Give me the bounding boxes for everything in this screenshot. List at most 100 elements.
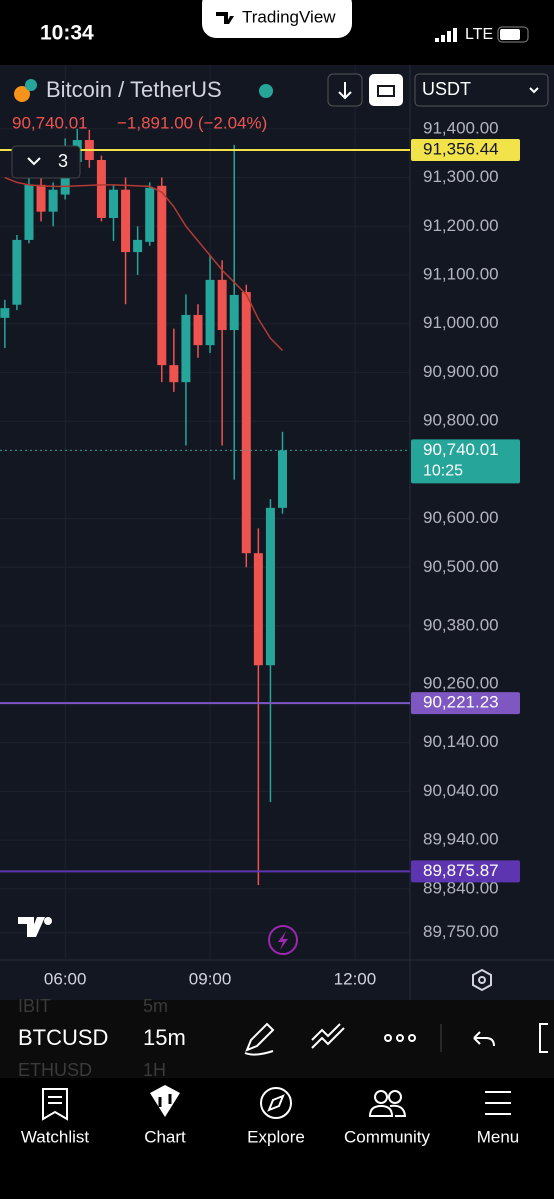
indicators-toggle[interactable]: [11, 145, 81, 179]
candle-body: [169, 365, 179, 383]
candle-body: [205, 279, 215, 346]
settings-icon: [478, 976, 486, 984]
y-tick-label: 90,380.00: [423, 615, 499, 634]
currency-select[interactable]: [414, 73, 549, 107]
symbol-option[interactable]: ETHUSD: [18, 1060, 92, 1080]
price-tag-label: 90,740.01: [423, 440, 499, 459]
replay-icon: [377, 85, 395, 97]
draw-tool[interactable]: [244, 1022, 275, 1056]
y-tick-label: 90,500.00: [423, 557, 499, 576]
price-tag-label: 91,356.44: [423, 140, 499, 159]
candle-body: [12, 239, 22, 305]
signal: [435, 28, 457, 42]
candle-body: [48, 189, 58, 212]
menu-icon: [485, 1091, 511, 1115]
candle-body: [96, 160, 106, 218]
interval-option[interactable]: 5m: [143, 996, 168, 1016]
symbol-selected[interactable]: BTCUSD: [18, 1025, 108, 1050]
nav-label[interactable]: Watchlist: [21, 1127, 90, 1146]
interval-option[interactable]: 1H: [143, 1060, 166, 1080]
candle-body: [181, 314, 191, 383]
tv-logo: [44, 917, 52, 925]
indicator-count: 3: [58, 151, 68, 171]
coin-icon: [25, 79, 37, 91]
button[interactable]: [369, 74, 403, 106]
settings-icon[interactable]: [472, 968, 492, 992]
plot: [0, 128, 410, 885]
y-tick-label: 89,840.00: [423, 878, 499, 897]
nav: Watchlist Chart Explore Community Menu: [21, 1127, 519, 1146]
chevron: [529, 87, 539, 94]
symbol-option[interactable]: IBIT: [18, 996, 51, 1016]
y-tick-label: 90,900.00: [423, 362, 499, 381]
watchlist-icon: [42, 1088, 68, 1121]
nav-label[interactable]: Community: [344, 1127, 430, 1146]
y-tick-label: 91,400.00: [423, 118, 499, 137]
candle-body: [193, 314, 203, 346]
candle-body: [217, 279, 227, 331]
y-tick-label: 90,800.00: [423, 411, 499, 430]
undo[interactable]: [473, 1031, 495, 1047]
tv-logo: [18, 917, 45, 937]
chart-icon: [150, 1085, 180, 1117]
candle-body: [278, 450, 288, 508]
candle-body: [133, 239, 143, 253]
price-change: −1,891.00 (−2.04%): [117, 113, 267, 132]
nav-label[interactable]: Menu: [477, 1127, 520, 1146]
y-tick-label: 90,040.00: [423, 781, 499, 800]
interval-selected[interactable]: 15m: [143, 1025, 186, 1050]
network: LTE: [465, 26, 493, 43]
candle-body: [241, 292, 251, 554]
x-tick-label: 09:00: [189, 969, 232, 988]
market-status: [259, 84, 273, 98]
y-tick-label: 90,140.00: [423, 732, 499, 751]
candle-body: [36, 184, 46, 212]
candle-body: [265, 507, 275, 666]
lightning-button[interactable]: [268, 925, 298, 955]
chart-icon: [158, 1094, 172, 1107]
community-icon: [368, 1090, 407, 1117]
tv-icon: [216, 12, 234, 24]
battery: [497, 26, 529, 43]
candle-body: [253, 553, 263, 666]
explore-icon: [260, 1087, 292, 1119]
axis: 91,400.00 91,300.00 91,200.00 91,100.00 91,0…: [44, 118, 520, 988]
price-tag-label: 90,221.23: [423, 693, 499, 712]
price-tag: [411, 139, 520, 162]
more-tools[interactable]: [384, 1034, 416, 1042]
candle-body: [24, 184, 34, 240]
currency: USDT: [422, 79, 471, 99]
app-pill: [202, 0, 352, 38]
chevron: [27, 157, 41, 166]
moving-average: [4, 176, 284, 352]
candle-body: [108, 189, 118, 218]
tool-edge[interactable]: [539, 1023, 548, 1053]
chart-bg: [0, 65, 554, 1000]
y-tick-label: 89,750.00: [423, 922, 499, 941]
candle-body: [157, 185, 167, 366]
x-tick-label: 12:00: [334, 969, 377, 988]
y-tick-label: 91,300.00: [423, 167, 499, 186]
y-tick-label: 91,200.00: [423, 216, 499, 235]
y-tick-label: 91,100.00: [423, 264, 499, 283]
toolbar: [0, 1000, 554, 1078]
trend-tool[interactable]: [311, 1023, 345, 1049]
y-tick-label: 91,000.00: [423, 313, 499, 332]
coin-icon: [14, 86, 30, 102]
symbol-name[interactable]: Bitcoin / TetherUS: [46, 77, 222, 102]
price-tag: [411, 692, 520, 715]
y-tick-label: 90,260.00: [423, 674, 499, 693]
candle-body: [145, 187, 155, 242]
battery-level: [500, 29, 520, 40]
candle-body: [121, 189, 131, 253]
candle-body: [229, 294, 239, 331]
nav-label[interactable]: Explore: [247, 1127, 305, 1146]
nav-label[interactable]: Chart: [144, 1127, 186, 1146]
last-price: 90,740.01: [12, 113, 88, 132]
y-tick-label: 90,600.00: [423, 508, 499, 527]
countdown: 10:25: [423, 463, 463, 480]
lightning-icon: [278, 931, 288, 950]
grid: [0, 65, 410, 960]
